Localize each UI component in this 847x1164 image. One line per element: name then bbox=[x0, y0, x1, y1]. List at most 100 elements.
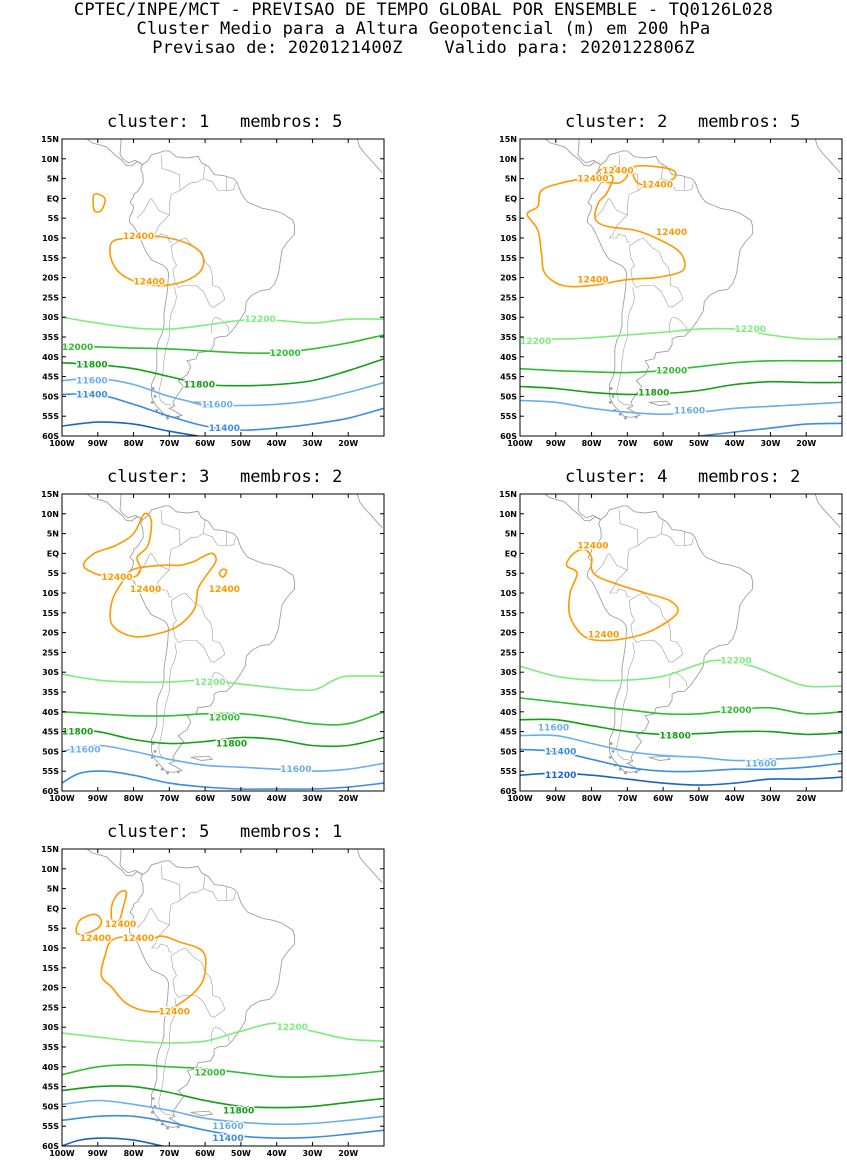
lat-label: 5N bbox=[47, 885, 59, 894]
lat-label: 15S bbox=[500, 254, 517, 263]
lat-label: 60S bbox=[500, 787, 517, 796]
contour-label: 11400 bbox=[545, 747, 576, 757]
contour-label: 11800 bbox=[638, 388, 669, 398]
contour-label: 12200 bbox=[720, 656, 751, 666]
contour-label: 11400 bbox=[212, 1134, 243, 1144]
contour-12400 bbox=[109, 235, 205, 287]
island-speck bbox=[151, 1097, 155, 1100]
lon-label: 20W bbox=[338, 1149, 358, 1158]
lat-label: 5S bbox=[506, 569, 518, 578]
country-border bbox=[675, 176, 685, 191]
contour-12000 bbox=[520, 697, 842, 716]
contour-label: 11800 bbox=[76, 361, 107, 371]
coastline-south-america bbox=[128, 860, 296, 1128]
lat-label: 25S bbox=[500, 648, 517, 657]
country-border bbox=[179, 519, 206, 546]
contour-label: 12400 bbox=[80, 934, 111, 944]
country-border bbox=[158, 287, 177, 406]
lat-label: 10S bbox=[42, 234, 59, 243]
contour-12000 bbox=[520, 359, 842, 374]
contour-label: 11800 bbox=[223, 1106, 254, 1116]
island-speck bbox=[176, 415, 180, 419]
contour-12200 bbox=[62, 1022, 384, 1044]
lat-label: 45S bbox=[42, 728, 59, 737]
lat-label: 10N bbox=[499, 510, 517, 519]
lat-label: 10N bbox=[41, 510, 59, 519]
coastline-south-america bbox=[586, 505, 754, 773]
contour-label: 11600 bbox=[212, 1122, 243, 1132]
contour-11600 bbox=[520, 734, 842, 762]
contour-label: 12000 bbox=[720, 706, 751, 716]
lat-label: 10S bbox=[500, 589, 517, 598]
island-speck bbox=[608, 755, 612, 759]
lon-label: 30W bbox=[760, 794, 780, 803]
island-speck bbox=[608, 400, 612, 404]
contour-12400 bbox=[110, 890, 128, 923]
country-border bbox=[179, 874, 206, 901]
island-speck bbox=[160, 767, 164, 771]
lon-label: 30W bbox=[302, 794, 322, 803]
lat-label: 10N bbox=[41, 865, 59, 874]
lon-label: 80W bbox=[582, 439, 602, 448]
lat-label: 50S bbox=[42, 1102, 59, 1111]
map-content bbox=[520, 494, 842, 786]
country-border bbox=[196, 995, 226, 1018]
island-speck bbox=[150, 755, 154, 759]
lat-label: 20S bbox=[42, 629, 59, 638]
country-border bbox=[594, 553, 610, 574]
lon-label: 50W bbox=[231, 439, 251, 448]
map-frame bbox=[519, 493, 843, 792]
lon-label: 30W bbox=[302, 1149, 322, 1158]
coastline-falklands bbox=[648, 755, 672, 761]
lat-label: 45S bbox=[500, 728, 517, 737]
lat-label: 5N bbox=[47, 530, 59, 539]
coastline-africa bbox=[356, 139, 383, 174]
island-speck bbox=[624, 416, 627, 420]
panel-title-3: cluster: 3 membros: 2 bbox=[107, 467, 343, 487]
country-border bbox=[170, 947, 213, 996]
contour-11400 bbox=[62, 1114, 384, 1139]
country-border bbox=[151, 943, 173, 953]
lat-label: 55S bbox=[42, 767, 59, 776]
lon-label: 90W bbox=[546, 794, 566, 803]
country-border bbox=[217, 531, 227, 546]
map-panel-4: 12400 12400 12200 12000 11800 11600 11600 11400… bbox=[499, 490, 843, 803]
country-border bbox=[672, 316, 688, 333]
lat-label: EQ bbox=[47, 549, 59, 558]
contour-label: 12400 bbox=[123, 232, 154, 242]
contour-11800 bbox=[520, 380, 842, 396]
lat-label: 15N bbox=[41, 135, 59, 144]
lat-label: EQ bbox=[47, 194, 59, 203]
lat-label: EQ bbox=[47, 904, 59, 913]
contour-label: 12000 bbox=[62, 343, 93, 353]
lon-label: 40W bbox=[267, 1149, 287, 1158]
island-speck bbox=[150, 1110, 154, 1114]
lon-label: 90W bbox=[88, 1149, 108, 1158]
country-border bbox=[158, 642, 177, 761]
lon-label: 30W bbox=[302, 439, 322, 448]
coastline-south-america bbox=[128, 150, 296, 418]
island-speck bbox=[176, 1125, 180, 1129]
country-border bbox=[672, 671, 688, 688]
contour-12200 bbox=[62, 673, 384, 692]
lon-label: 60W bbox=[653, 439, 673, 448]
lat-label: 5N bbox=[47, 175, 59, 184]
map-frame bbox=[61, 138, 385, 437]
lon-label: 50W bbox=[231, 794, 251, 803]
country-border bbox=[609, 154, 639, 216]
contour-12200 bbox=[62, 316, 384, 331]
country-border bbox=[661, 533, 676, 546]
contour-12000 bbox=[62, 334, 384, 355]
coastline-central-america bbox=[86, 139, 143, 167]
lon-label: 70W bbox=[159, 439, 179, 448]
country-border bbox=[609, 509, 639, 571]
contour-12400 bbox=[75, 913, 103, 936]
coastline-central-america bbox=[544, 494, 601, 522]
lat-label: 30S bbox=[42, 313, 59, 322]
contour-11800 bbox=[62, 358, 384, 387]
lon-label: 20W bbox=[796, 439, 816, 448]
country-border bbox=[214, 1026, 230, 1043]
panel-title-2: cluster: 2 membros: 5 bbox=[565, 112, 801, 132]
contour-12400 bbox=[100, 935, 207, 1013]
country-border bbox=[637, 519, 664, 546]
